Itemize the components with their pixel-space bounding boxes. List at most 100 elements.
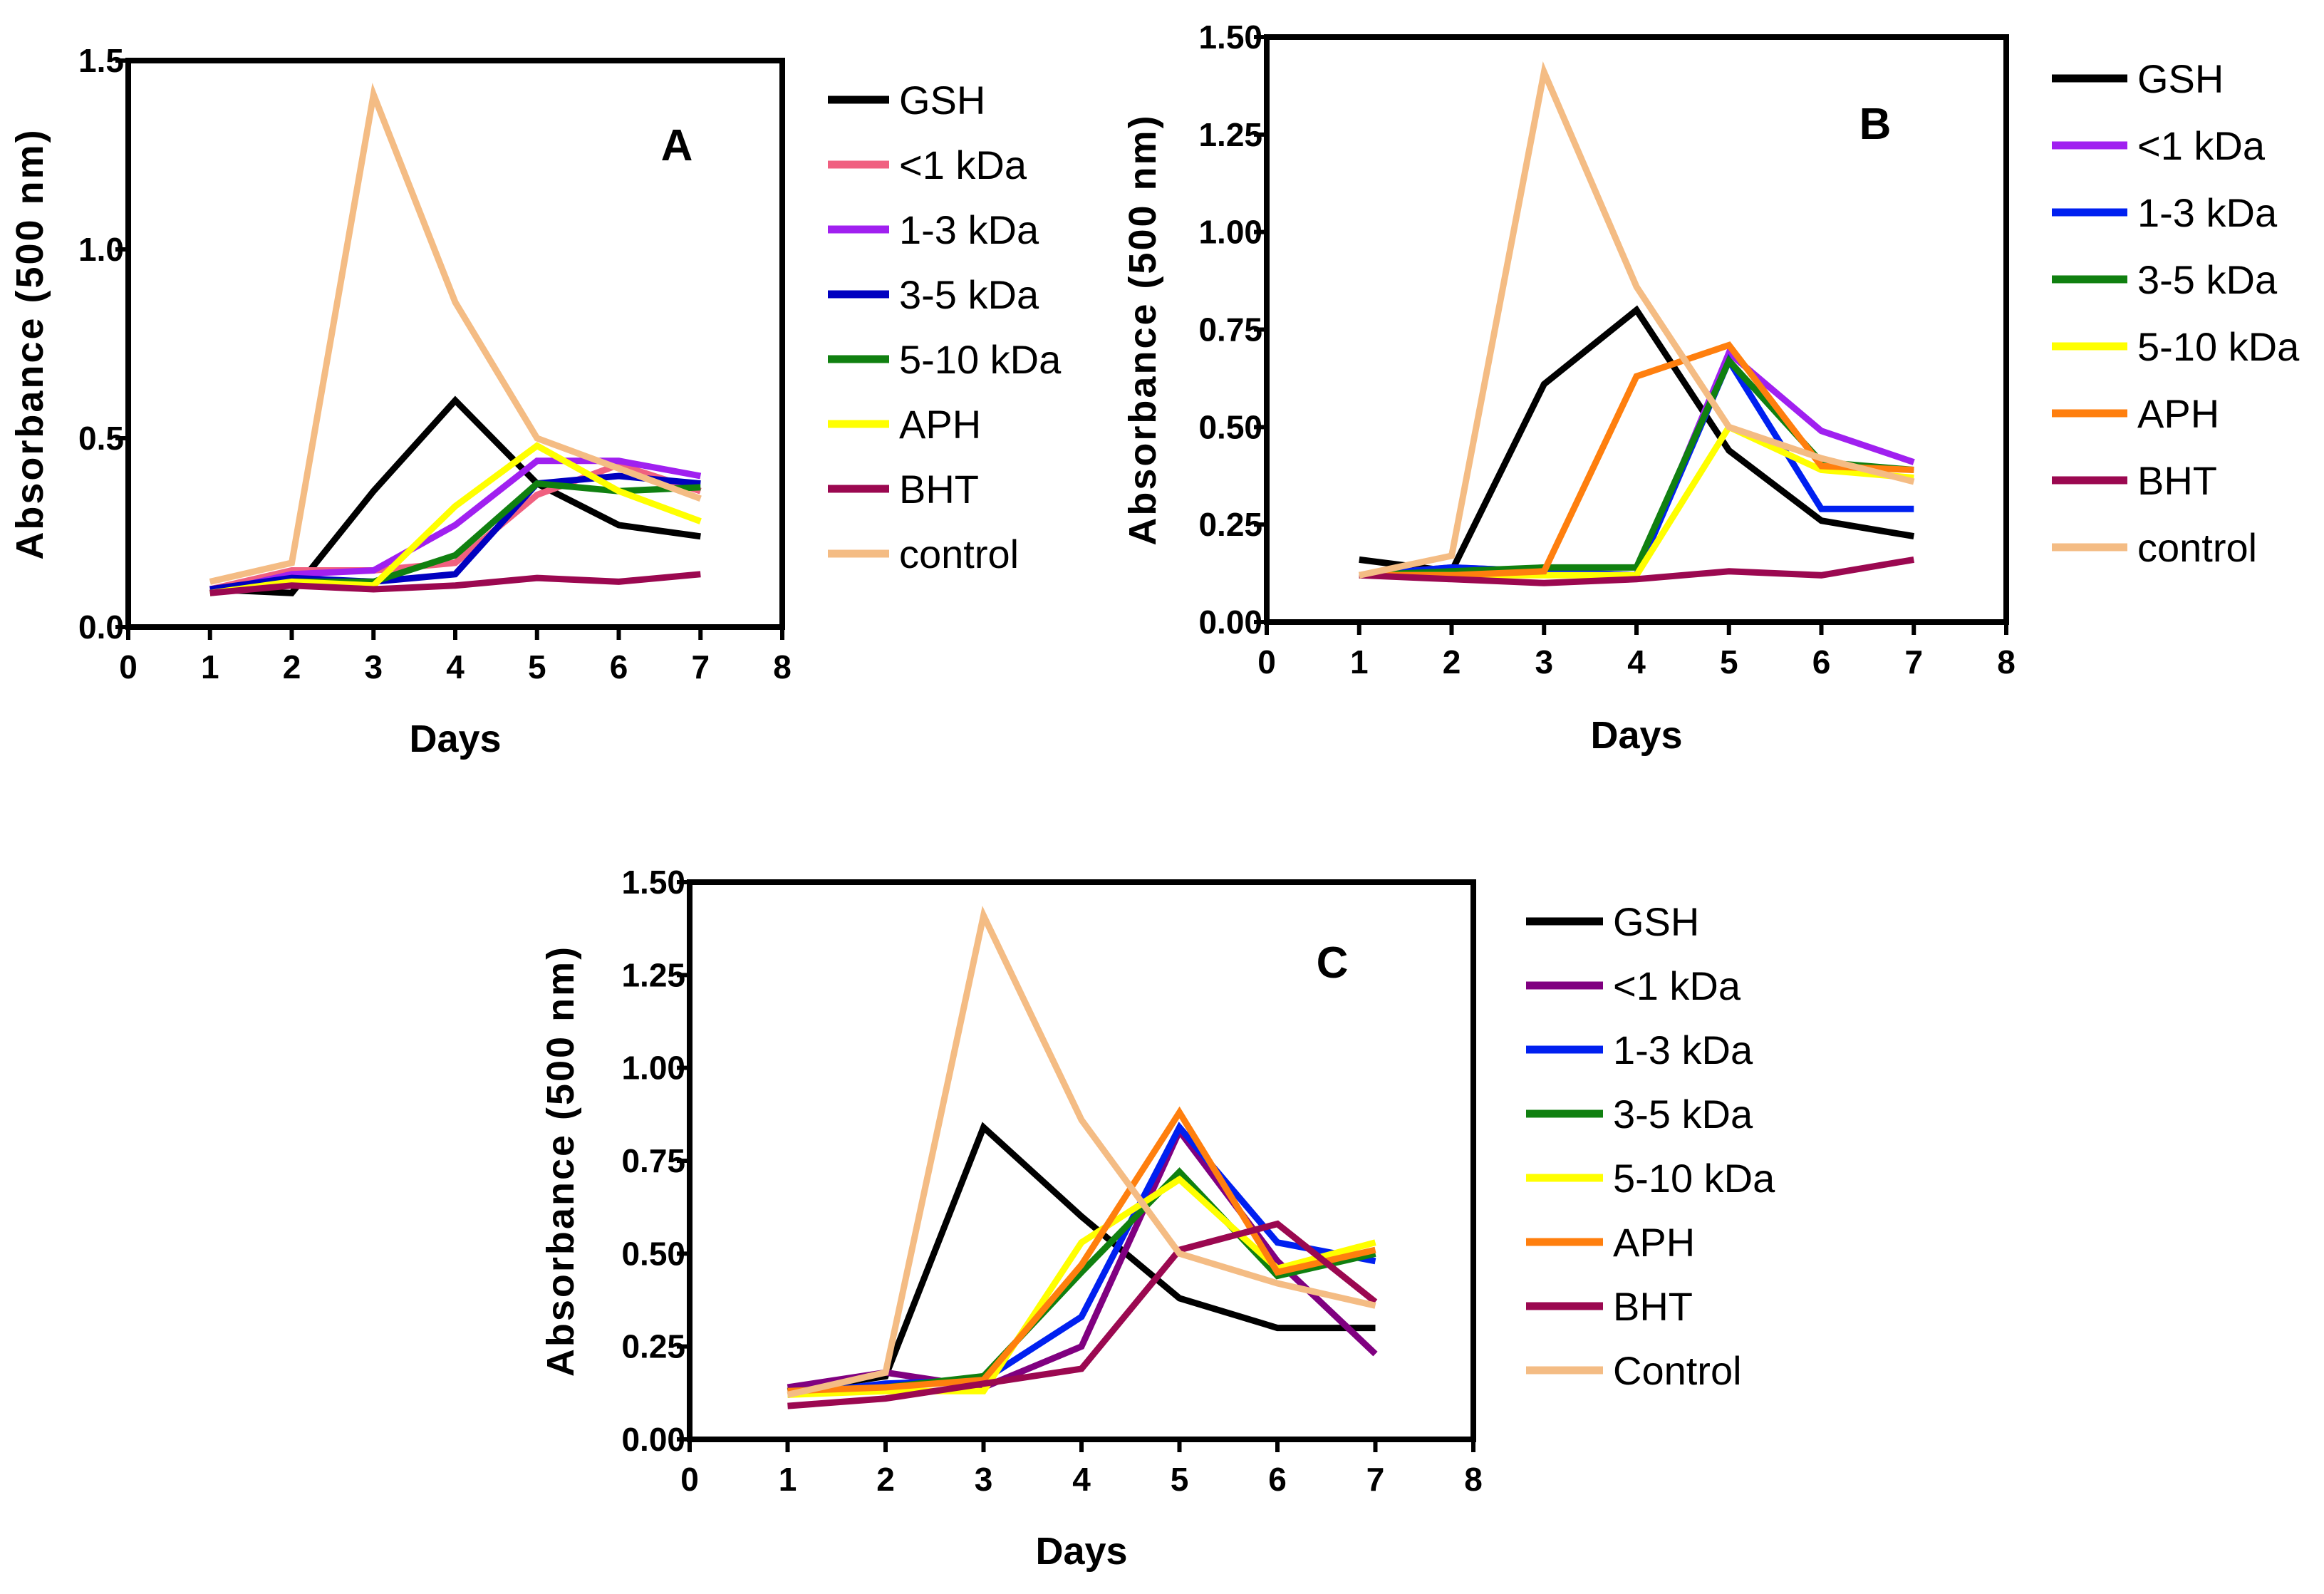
panel-b-chart: 0 1 2 3 4 5 6 7 8 0.00 0.25 0.50 0.75 1.00 1.25 1.50 Day… — [1121, 19, 2300, 757]
x-tick-label: 1 — [201, 648, 219, 685]
series-line-1 — [787, 1122, 1376, 1394]
legend-label: <1 kDa — [1613, 963, 1741, 1008]
legend-label: BHT — [2137, 458, 2217, 503]
legend-label: GSH — [2137, 56, 2224, 101]
y-tick-label: 0.0 — [78, 609, 124, 646]
y-tick-label: 1.00 — [621, 1050, 685, 1087]
x-tick-label: 3 — [364, 648, 383, 685]
series-line-6 — [209, 442, 702, 596]
x-tick-label: 1 — [779, 1461, 797, 1498]
legend-label: 3-5 kDa — [899, 272, 1039, 317]
legend-label: 3-5 kDa — [2137, 257, 2278, 302]
series-line-7 — [787, 1220, 1378, 1409]
y-tick-label: 0.00 — [621, 1421, 685, 1458]
x-tick-label: 0 — [1257, 643, 1276, 680]
legend-label: 5-10 kDa — [1613, 1156, 1775, 1201]
y-tick-label: 1.0 — [78, 231, 124, 268]
series-line-8 — [1358, 61, 1915, 579]
series-line-6 — [1359, 341, 1914, 579]
y-tick-label: 0.75 — [1198, 311, 1262, 348]
series-line-3 — [787, 1122, 1376, 1398]
x-tick-label: 8 — [1997, 643, 2016, 680]
series-line-8 — [787, 906, 1376, 1398]
panel-c-chart: 0 1 2 3 4 5 6 7 8 0.00 0.25 0.50 0.75 1.00 1.25 1.50 Day… — [539, 864, 1775, 1573]
x-axis-title: Days — [1590, 714, 1682, 757]
y-tick-label: 0.50 — [1198, 408, 1262, 445]
panel-letter: C — [1317, 938, 1349, 988]
y-axis-title: Absorbance (500 nm) — [9, 128, 51, 559]
x-tick-label: 3 — [975, 1461, 993, 1498]
x-tick-label: 1 — [1350, 643, 1369, 680]
x-tick-label: 2 — [876, 1461, 895, 1498]
legend-label: 1-3 kDa — [899, 207, 1039, 252]
panel-letter: B — [1859, 100, 1892, 149]
series-line-3 — [209, 457, 702, 596]
y-tick-label: 0.50 — [621, 1235, 685, 1272]
x-tick-label: 5 — [1720, 643, 1738, 680]
series-line-2 — [209, 461, 702, 593]
series-line-5 — [1359, 423, 1914, 579]
y-tick-label: 1.25 — [621, 956, 685, 993]
series-line-1 — [209, 395, 701, 596]
legend-label: control — [899, 532, 1019, 576]
legend-label: 5-10 kDa — [899, 337, 1062, 382]
legend-label: 5-10 kDa — [2137, 324, 2300, 369]
y-axis-title: Absorbance (500 nm) — [1121, 113, 1164, 545]
x-tick-label: 8 — [1464, 1461, 1483, 1498]
x-tick-label: 5 — [1171, 1461, 1189, 1498]
x-tick-label: 4 — [1627, 643, 1646, 680]
series-line-4 — [787, 1167, 1376, 1394]
x-tick-label: 2 — [283, 648, 301, 685]
y-tick-label: 1.25 — [1198, 116, 1262, 153]
y-tick-label: 0.00 — [1198, 604, 1262, 641]
x-axis-title: Days — [409, 718, 501, 760]
y-tick-label: 1.5 — [78, 42, 124, 79]
legend-label: APH — [899, 402, 981, 447]
x-tick-label: 7 — [1366, 1461, 1385, 1498]
y-axis-title: Absorbance (500 nm) — [539, 945, 582, 1377]
panel-letter: A — [661, 121, 693, 170]
legend-label: Control — [1613, 1348, 1742, 1393]
legend-label: BHT — [1613, 1284, 1693, 1329]
legend-label: 1-3 kDa — [2137, 190, 2278, 235]
legend-label: BHT — [899, 467, 979, 512]
x-tick-label: 5 — [528, 648, 546, 685]
series-line-7 — [209, 571, 701, 596]
legend-label: <1 kDa — [899, 143, 1027, 187]
x-tick-label: 6 — [1268, 1461, 1287, 1498]
legend-label: 3-5 kDa — [1613, 1092, 1753, 1137]
legend-label: 1-3 kDa — [1613, 1028, 1753, 1072]
legend-label: APH — [2137, 391, 2219, 436]
x-tick-label: 4 — [1072, 1461, 1091, 1498]
legend-label: GSH — [899, 78, 985, 123]
x-tick-label: 0 — [680, 1461, 699, 1498]
x-tick-label: 0 — [119, 648, 138, 685]
legend-label: control — [2137, 525, 2257, 570]
x-tick-label: 3 — [1535, 643, 1553, 680]
y-tick-label: 0.25 — [1198, 506, 1262, 543]
x-tick-label: 7 — [691, 648, 710, 685]
panel-a-chart: 0 1 2 3 4 5 6 7 8 0.0 0.5 1.0 1.5 Days Absorbance (500… — [9, 42, 1062, 760]
x-tick-label: 7 — [1904, 643, 1923, 680]
series-line-8 — [209, 83, 702, 585]
y-tick-label: 1.50 — [1198, 19, 1262, 56]
legend-label: <1 kDa — [2137, 123, 2266, 168]
legend-label: GSH — [1613, 899, 1699, 944]
series-line-6 — [787, 1106, 1376, 1394]
y-tick-label: 1.50 — [621, 864, 685, 901]
series-line-7 — [1359, 556, 1915, 586]
x-tick-label: 6 — [1812, 643, 1831, 680]
y-tick-label: 0.5 — [78, 420, 124, 457]
x-tick-label: 8 — [773, 648, 792, 685]
y-tick-label: 0.75 — [621, 1142, 685, 1179]
y-tick-label: 0.25 — [621, 1328, 685, 1365]
series-line-4 — [209, 472, 701, 593]
x-axis-title: Days — [1035, 1530, 1127, 1573]
x-tick-label: 4 — [446, 648, 465, 685]
x-tick-label: 2 — [1443, 643, 1461, 680]
legend-label: APH — [1613, 1220, 1695, 1265]
x-tick-label: 6 — [610, 648, 628, 685]
plot-frame — [687, 879, 1476, 1442]
y-tick-label: 1.00 — [1198, 214, 1262, 251]
